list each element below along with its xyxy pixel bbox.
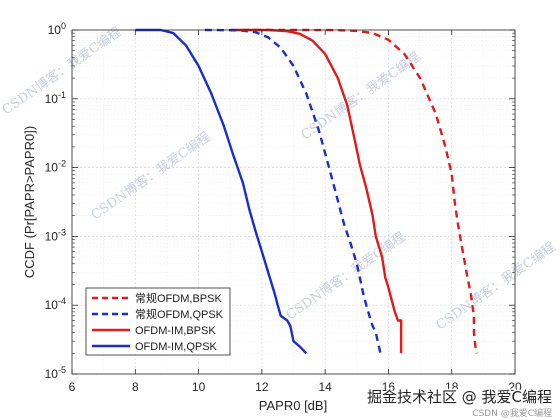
x-tick-label: 16 xyxy=(382,380,396,394)
x-tick-label: 8 xyxy=(132,380,139,394)
y-tick-label: 10-4 xyxy=(45,296,66,312)
series-line xyxy=(135,28,308,355)
y-tick-label: 10-2 xyxy=(45,159,66,175)
x-tick-label: 12 xyxy=(255,380,269,394)
series-line xyxy=(204,28,382,354)
x-tick-label: 10 xyxy=(192,380,206,394)
x-axis-label: PAPR0 [dB] xyxy=(259,398,327,413)
footer-small: CSDN @我爱C编程 xyxy=(472,407,552,419)
footer-watermark: 掘金技术社区 @ 我爱C编程 CSDN @我爱C编程 xyxy=(365,387,553,420)
plot-frame xyxy=(71,29,516,375)
x-tick-label: 14 xyxy=(318,380,332,394)
legend-box xyxy=(85,287,231,356)
y-tick-labels: 100 10-1 10-2 10-3 10-4 10-5 xyxy=(45,21,66,381)
legend-label: 常规OFDM,BPSK xyxy=(135,291,222,305)
axis-ticks xyxy=(71,29,516,375)
series-line xyxy=(236,28,403,354)
legend-label: OFDM-IM,QPSK xyxy=(135,341,218,353)
legend-label: 常规OFDM,QPSK xyxy=(135,307,224,321)
y-axis-label: CCDF (Pr[PAPR>PAPR0]) xyxy=(22,126,37,278)
series-layer xyxy=(135,28,479,355)
legend: 常规OFDM,BPSK 常规OFDM,QPSK OFDM-IM,BPSK OFDM-I… xyxy=(85,287,231,356)
y-tick-label: 10-1 xyxy=(45,90,66,106)
y-tick-label: 10-3 xyxy=(45,227,66,243)
x-tick-label: 20 xyxy=(508,380,522,394)
footer-brand: 掘金技术社区 @ 我爱C编程 xyxy=(367,388,552,406)
x-tick-label: 18 xyxy=(445,380,459,394)
y-tick-label: 100 xyxy=(48,21,66,37)
minor-grid xyxy=(72,30,515,374)
y-tick-label: 10-5 xyxy=(45,365,66,381)
x-tick-label: 6 xyxy=(69,380,76,394)
x-tick-labels: 6 8 10 12 14 16 18 20 xyxy=(69,380,522,394)
legend-label: OFDM-IM,BPSK xyxy=(135,325,216,337)
